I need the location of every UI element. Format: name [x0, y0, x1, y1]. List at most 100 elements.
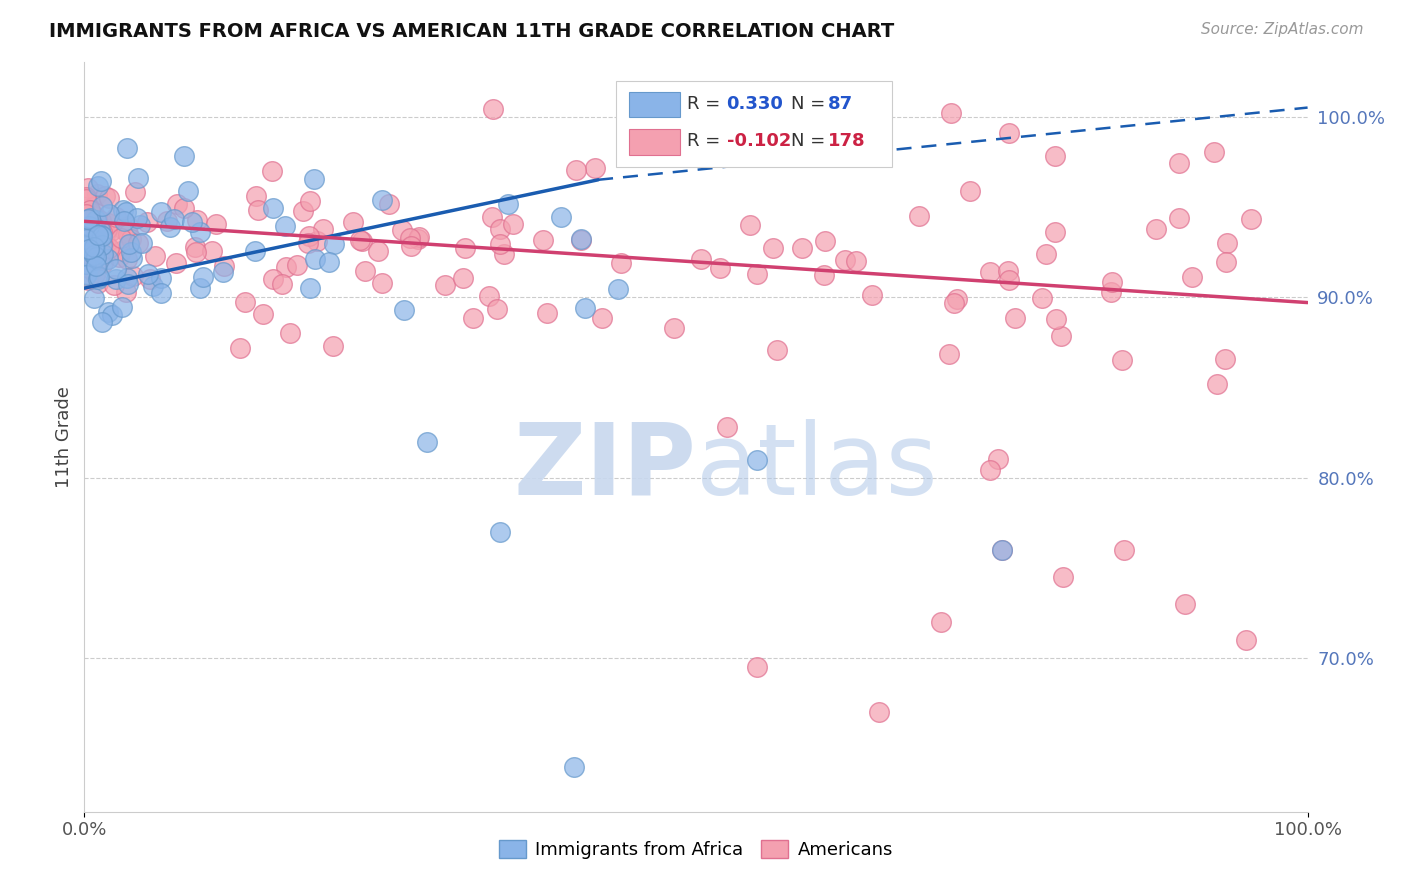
Point [173, 149, 195, 163]
Point [76, 268, 98, 282]
Text: -0.102: -0.102 [727, 132, 792, 150]
Point [75, 212, 97, 227]
Point [166, 197, 188, 211]
Point [82, 254, 104, 268]
Point [77, 228, 100, 243]
Point [291, 204, 314, 219]
Point [75, 229, 97, 244]
Point [104, 261, 127, 276]
Point [271, 277, 294, 292]
Point [97, 191, 120, 205]
Point [371, 276, 394, 290]
Point [1240, 211, 1263, 226]
Point [478, 289, 501, 303]
Point [86, 186, 108, 201]
Point [93, 256, 115, 270]
Point [117, 219, 139, 233]
Point [108, 250, 131, 264]
Point [959, 184, 981, 198]
Point [531, 233, 554, 247]
Point [1031, 291, 1053, 305]
Point [813, 268, 835, 282]
Point [83, 291, 105, 305]
Point [1181, 270, 1204, 285]
Point [80, 235, 103, 250]
Point [97, 252, 120, 266]
Point [569, 232, 592, 246]
Point [79, 236, 101, 251]
Point [77, 261, 100, 276]
Point [305, 235, 328, 249]
Point [583, 161, 606, 176]
Point [138, 272, 160, 286]
Point [212, 265, 235, 279]
Point [91, 199, 114, 213]
Point [87, 228, 110, 243]
Point [408, 232, 430, 246]
Point [349, 233, 371, 247]
Point [104, 272, 127, 286]
Point [75, 253, 97, 268]
Point [90, 316, 112, 330]
Point [75, 242, 97, 256]
Point [367, 244, 389, 259]
Point [165, 256, 187, 270]
Point [136, 267, 159, 281]
Point [536, 306, 558, 320]
Point [121, 252, 143, 266]
Point [91, 247, 114, 261]
Point [149, 285, 172, 300]
Point [987, 451, 1010, 466]
Point [90, 238, 112, 252]
Point [77, 246, 100, 260]
Point [1050, 328, 1073, 343]
Point [834, 252, 856, 267]
Point [299, 194, 322, 209]
Text: Source: ZipAtlas.com: Source: ZipAtlas.com [1201, 22, 1364, 37]
Point [75, 246, 97, 260]
Point [97, 305, 120, 319]
Text: ZIP: ZIP [513, 418, 696, 516]
Point [304, 252, 326, 266]
Point [89, 270, 111, 285]
Point [77, 234, 100, 248]
Point [205, 217, 228, 231]
Point [103, 277, 125, 292]
Point [77, 229, 100, 244]
Point [176, 185, 198, 199]
Point [84, 259, 107, 273]
Point [606, 282, 628, 296]
Point [908, 209, 931, 223]
Text: IMMIGRANTS FROM AFRICA VS AMERICAN 11TH GRADE CORRELATION CHART: IMMIGRANTS FROM AFRICA VS AMERICAN 11TH … [49, 22, 894, 41]
Point [80, 238, 103, 252]
Point [79, 202, 101, 217]
Point [131, 236, 153, 251]
Point [201, 244, 224, 258]
Point [75, 232, 97, 246]
Point [416, 434, 439, 449]
Point [262, 272, 284, 286]
Point [156, 214, 179, 228]
Point [391, 223, 413, 237]
Point [84, 240, 107, 254]
Point [110, 231, 132, 245]
Point [1099, 285, 1122, 300]
Point [117, 227, 139, 241]
Point [117, 252, 139, 267]
Point [997, 264, 1019, 278]
Point [90, 174, 112, 188]
Point [75, 190, 97, 204]
Point [610, 256, 633, 270]
Point [392, 302, 415, 317]
Point [111, 300, 134, 314]
Point [142, 278, 165, 293]
Point [1216, 235, 1239, 250]
Point [792, 241, 814, 255]
Point [574, 301, 596, 315]
Point [110, 244, 132, 258]
Point [76, 202, 98, 216]
Text: N =: N = [792, 95, 825, 113]
Point [481, 210, 503, 224]
Point [1167, 156, 1189, 170]
Text: 178: 178 [828, 132, 866, 150]
